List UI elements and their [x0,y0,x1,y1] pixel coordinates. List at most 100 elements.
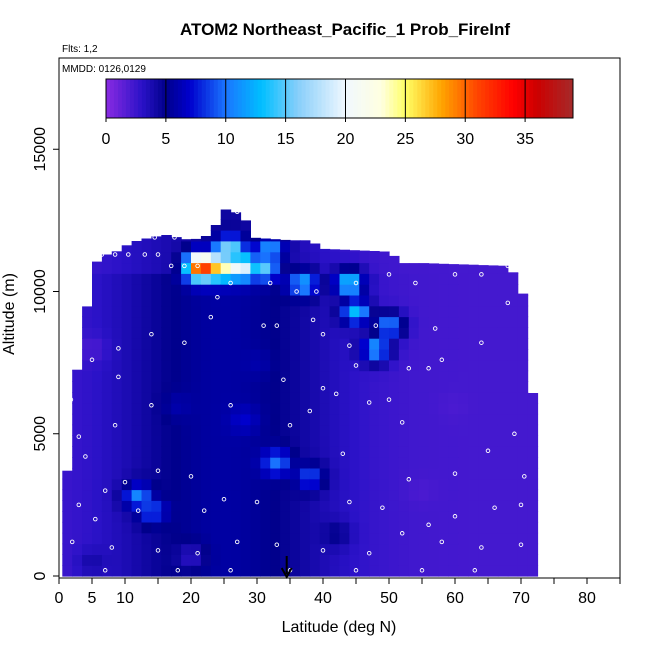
observation-point [522,474,527,479]
colorbar-segment [173,79,179,118]
observation-point [518,542,524,547]
heatmap-cell [111,262,123,274]
heatmap-cell [398,521,410,534]
heatmap-cell [389,294,400,307]
heatmap-cell [369,370,380,382]
colorbar-segment [437,79,442,118]
heatmap-cell [141,284,152,296]
colorbar-segment [209,79,215,118]
heatmap-cell [101,467,113,480]
colorbar: 0 5 10 15 20 25 30 35 [102,78,574,148]
heatmap-cell [72,413,83,426]
heatmap-cell [290,316,301,328]
heatmap-cell [210,435,222,447]
heatmap-cell [82,381,93,393]
heatmap-cell [428,446,440,458]
heatmap-cell [478,446,489,458]
heatmap-cell [319,435,331,447]
heatmap-cell [428,543,440,555]
colorbar-segment [377,79,382,118]
heatmap-cell [141,262,152,274]
heatmap-cell [270,273,281,285]
heatmap-cell [389,255,400,263]
heatmap-cell [72,392,83,404]
colorbar-segment [265,79,271,118]
heatmap-cell [329,413,341,426]
heatmap-cell [478,511,489,523]
heatmap-cell [240,500,251,512]
heatmap-cell [280,532,291,545]
heatmap-cell [359,381,370,393]
heatmap-cell [488,392,499,404]
heatmap-cell [379,349,390,361]
heatmap-cell [92,327,103,339]
heatmap-cell [72,478,83,491]
heatmap-cell [260,316,271,328]
heatmap-cell [369,435,380,447]
heatmap-cell [151,370,162,382]
heatmap-cell [290,381,301,393]
heatmap-cell [230,338,242,350]
heatmap-cell [418,554,430,566]
heatmap-cell [230,532,242,545]
heatmap-cell [398,349,410,361]
heatmap-cell [339,392,350,404]
heatmap-cell [517,521,529,534]
heatmap-cell [299,251,311,264]
heatmap-cell [72,369,83,372]
heatmap-cell [418,338,430,350]
heatmap-cell [250,316,261,328]
heatmap-cell [339,521,350,534]
heatmap-cell [369,424,380,436]
heatmap-cell [438,381,449,393]
heatmap-cell [497,489,509,501]
heatmap-cell [507,500,519,512]
heatmap-cell [468,316,479,328]
heatmap-cell [448,478,459,491]
heatmap-cell [240,284,251,296]
colorbar-segment [481,79,486,118]
heatmap-cell [458,284,469,296]
heatmap-cell [171,251,182,264]
heatmap-cell [299,370,311,382]
heatmap-cell [478,370,489,382]
heatmap-cell [359,273,370,285]
heatmap-cell [240,220,251,231]
heatmap-cell [389,457,400,469]
heatmap-cell [171,424,182,436]
y-tick-label: 15000 [32,127,49,172]
colorbar-segment [137,79,143,118]
heatmap-cell [329,262,341,274]
heatmap-cell [82,392,93,404]
heatmap-cell [82,306,93,318]
heatmap-cell [389,349,400,361]
heatmap-cell [299,446,311,458]
heatmap-cell [92,381,103,393]
heatmap-cell [309,457,321,469]
heatmap-cell [131,305,143,318]
colorbar-segment [517,79,522,118]
heatmap-cell [141,238,152,242]
heatmap-cell [230,489,242,501]
heatmap-cell [210,478,222,491]
heatmap-cell [349,543,360,555]
heatmap-cell [121,532,133,545]
heatmap-cell [161,467,172,480]
heatmap-cell [151,446,162,458]
colorbar-tick-label: 20 [337,131,355,148]
heatmap-cell [121,245,133,253]
heatmap-cell [329,381,341,393]
heatmap-cell [349,511,360,523]
heatmap-cell [408,349,420,361]
heatmap-cell [62,532,73,545]
heatmap-cell [141,403,152,415]
heatmap-cell [379,435,390,447]
heatmap-cell [200,500,212,512]
heatmap-cell [448,446,459,458]
observation-points [66,209,527,573]
heatmap-cell [111,359,123,372]
heatmap-cell [319,284,331,296]
heatmap-cell [349,262,360,274]
heatmap-cell [82,349,93,361]
heatmap-cell [131,521,143,534]
